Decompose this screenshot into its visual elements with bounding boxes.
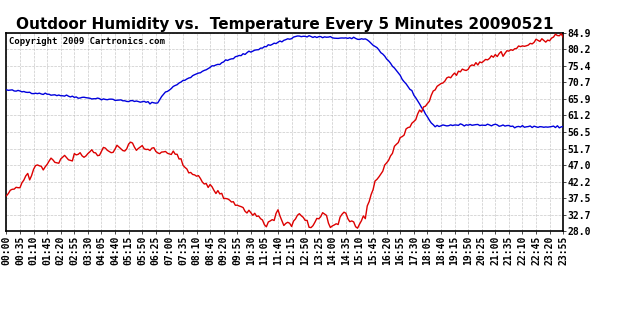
Text: Copyright 2009 Cartronics.com: Copyright 2009 Cartronics.com: [9, 37, 165, 46]
Title: Outdoor Humidity vs.  Temperature Every 5 Minutes 20090521: Outdoor Humidity vs. Temperature Every 5…: [16, 17, 554, 32]
